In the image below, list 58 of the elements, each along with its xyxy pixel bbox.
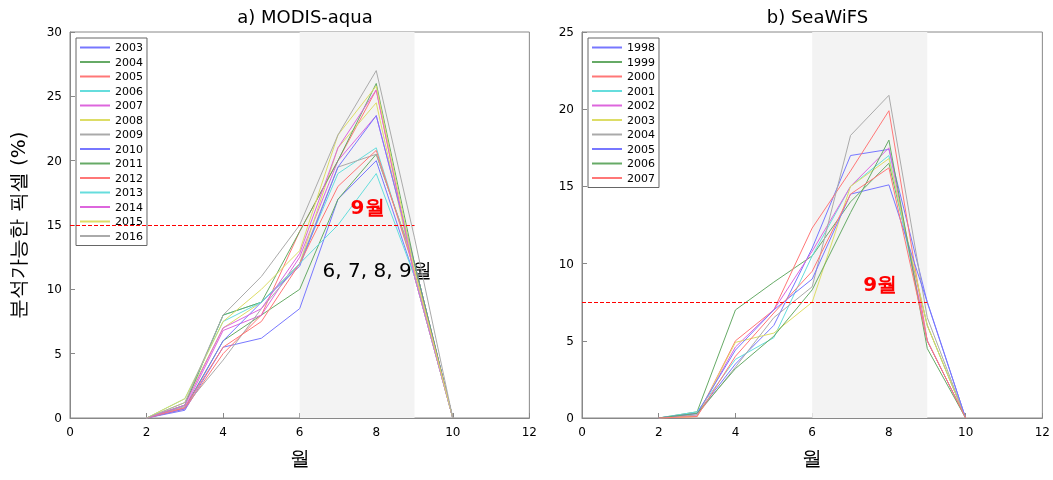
x-tick-label: 6: [295, 425, 304, 439]
legend-label: 2009: [115, 128, 143, 141]
legend-label: 2004: [627, 128, 655, 141]
y-tick-label: 5: [54, 346, 62, 361]
x-axis-title: 월: [802, 446, 823, 470]
legend-label: 2001: [627, 84, 655, 98]
legend-label: 2012: [115, 171, 143, 185]
y-tick-label: 20: [46, 153, 62, 168]
y-tick-label: 25: [558, 25, 574, 39]
x-tick-label: 0: [66, 425, 74, 439]
y-tick-label: 30: [46, 25, 62, 39]
y-tick-label: 20: [558, 102, 574, 117]
legend-label: 2002: [627, 99, 655, 112]
legend-label: 2010: [115, 142, 143, 156]
y-tick-label: 15: [558, 179, 574, 194]
legend-label: 2006: [115, 84, 143, 98]
x-tick-label: 4: [219, 425, 227, 439]
chart-title: a) MODIS-aqua: [237, 5, 373, 27]
ref-line-label: 9월: [863, 272, 898, 297]
y-tick-label: 10: [558, 256, 574, 271]
legend-label: 2011: [115, 157, 143, 170]
x-tick-label: 6: [808, 425, 816, 439]
legend-label: 2008: [115, 113, 143, 127]
legend-label: 2005: [627, 142, 655, 156]
x-tick-label: 4: [731, 425, 740, 439]
y-tick-label: 0: [54, 411, 62, 425]
legend-label: 2016: [115, 229, 143, 243]
x-tick-label: 0: [578, 425, 586, 439]
legend-label: 2000: [627, 70, 655, 83]
legend-label: 2006: [627, 157, 655, 170]
legend-label: 2003: [115, 41, 143, 54]
y-tick-label: 25: [46, 89, 62, 104]
y-tick-label: 15: [46, 218, 62, 232]
x-tick-label: 2: [654, 425, 663, 439]
y-axis-title: 분석가능한 픽셀 (%): [6, 131, 30, 319]
legend-label: 1998: [627, 41, 655, 54]
y-tick-label: 10: [46, 282, 62, 297]
x-tick-label: 2: [142, 425, 151, 439]
x-axis-title: 월: [289, 446, 310, 470]
legend-label: 2003: [627, 113, 655, 127]
legend-label: 2014: [115, 200, 143, 214]
legend-label: 2005: [115, 70, 143, 83]
y-tick-label: 5: [566, 333, 574, 348]
legend-label: 2015: [115, 215, 143, 228]
legend-label: 2007: [627, 171, 655, 185]
legend-label: 1999: [627, 55, 655, 69]
x-tick-label: 12: [1034, 425, 1051, 439]
legend-label: 2004: [115, 55, 143, 69]
x-tick-label: 10: [445, 425, 461, 439]
legend-label: 2007: [115, 99, 143, 112]
legend-label: 2013: [115, 186, 143, 199]
x-tick-label: 8: [372, 425, 381, 439]
x-tick-label: 12: [521, 425, 538, 439]
x-tick-label: 8: [885, 425, 893, 439]
y-tick-label: 0: [566, 411, 574, 425]
ref-line-label: 9월: [350, 195, 385, 219]
x-tick-label: 10: [958, 425, 974, 439]
chart-title: b) SeaWiFS: [766, 5, 869, 27]
